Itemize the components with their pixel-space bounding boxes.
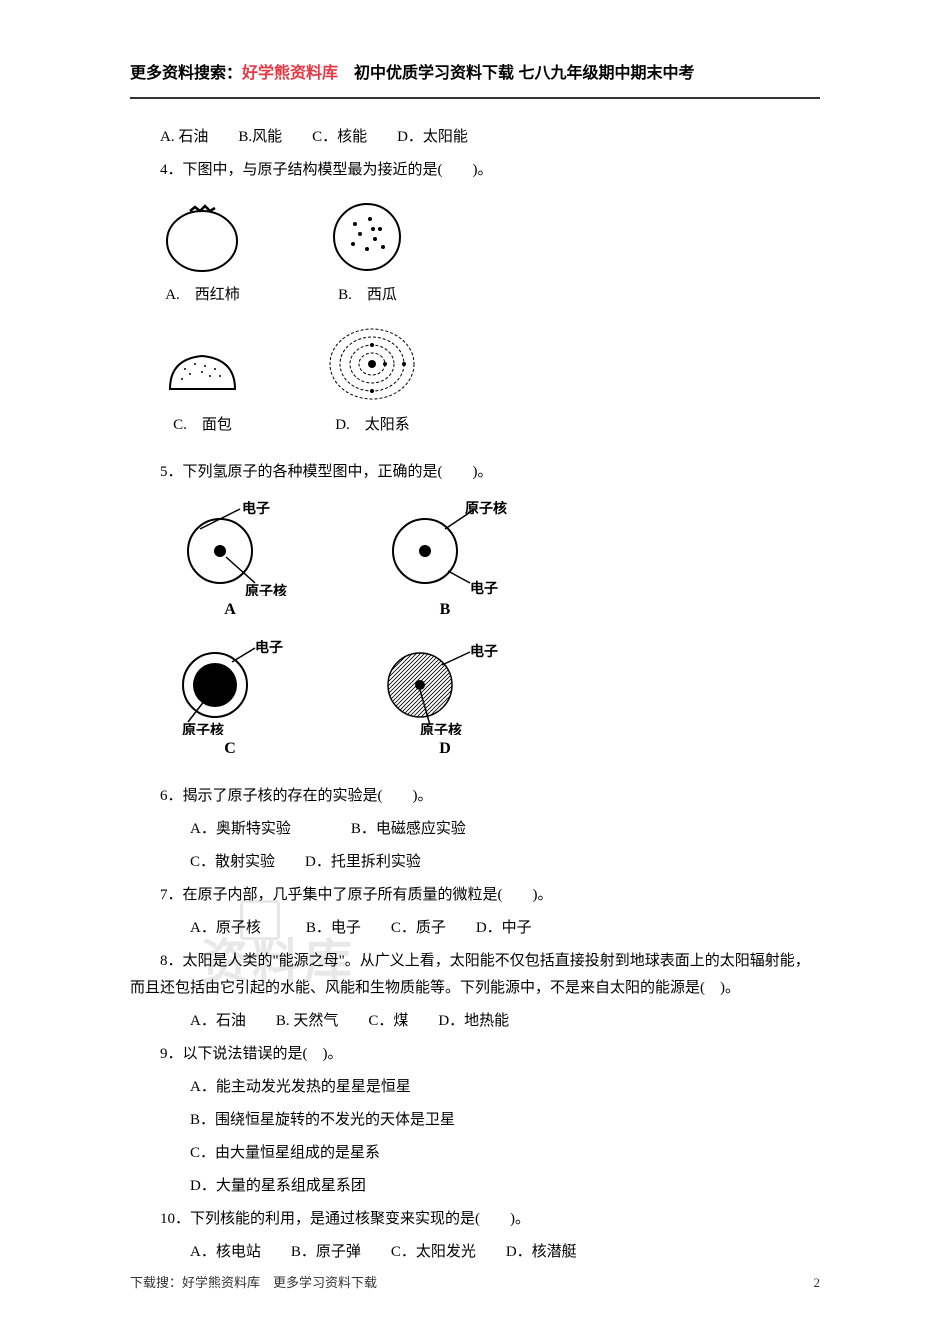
- q7-opts: A．原子核 B．电子 C．质子 D．中子: [130, 915, 820, 942]
- q6-text: 6．揭示了原子核的存在的实验是( )。: [130, 783, 820, 810]
- atom-b-label: B: [440, 596, 451, 625]
- footer-page-number: 2: [814, 1271, 821, 1294]
- atom-d: 电子 原子核 D: [370, 640, 520, 764]
- q10-text: 10．下列核能的利用，是通过核聚变来实现的是( )。: [130, 1206, 820, 1233]
- q6-cd: C．散射实验 D．托里拆利实验: [130, 849, 820, 876]
- figure-row-1: A. 西红柿 B. 西瓜: [160, 199, 820, 309]
- watermelon-icon: [325, 199, 410, 274]
- atom-a-label: A: [224, 596, 236, 625]
- atom-b: 原子核 电子 B: [370, 501, 520, 625]
- q9-d: D．大量的星系组成星系团: [130, 1173, 820, 1200]
- atom-b-icon: 原子核 电子: [370, 501, 520, 596]
- q5-text: 5．下列氢原子的各种模型图中，正确的是( )。: [130, 459, 820, 486]
- fig-b-label: B. 西瓜: [338, 282, 397, 309]
- atom-c-icon: 电子 原子核: [160, 640, 300, 735]
- footer-left: 下载搜：好学熊资料库 更多学习资料下载: [130, 1271, 377, 1294]
- atom-c-label: C: [224, 735, 236, 764]
- atom-row-1: 电子 原子核 A 原子核 电子 B: [160, 501, 820, 625]
- label-electron: 电子: [242, 501, 270, 517]
- header-suffix: 初中优质学习资料下载 七八九年级期中期末中考: [338, 65, 694, 82]
- q9-c: C．由大量恒星组成的是星系: [130, 1140, 820, 1167]
- atom-a: 电子 原子核 A: [160, 501, 300, 625]
- header-prefix: 更多资料搜索：: [130, 65, 242, 82]
- atom-d-icon: 电子 原子核: [370, 640, 520, 735]
- figure-row-2: C. 面包 D. 太阳系: [160, 324, 820, 439]
- q4-text: 4．下图中，与原子结构模型最为接近的是( )。: [130, 157, 820, 184]
- label-electron-d: 电子: [470, 643, 498, 660]
- label-electron-b: 电子: [470, 580, 498, 596]
- page-header: 更多资料搜索：好学熊资料库 初中优质学习资料下载 七八九年级期中期末中考: [130, 60, 820, 99]
- atom-row-2: 电子 原子核 C 电子 原子核 D: [160, 640, 820, 764]
- q6-ab: A．奥斯特实验 B．电磁感应实验: [130, 816, 820, 843]
- page-footer: 下载搜：好学熊资料库 更多学习资料下载 2: [130, 1271, 820, 1294]
- q9-text: 9．以下说法错误的是( )。: [130, 1041, 820, 1068]
- figure-c: C. 面包: [160, 344, 245, 439]
- header-brand: 好学熊资料库: [242, 65, 338, 82]
- q9-b: B．围绕恒星旋转的不发光的天体是卫星: [130, 1107, 820, 1134]
- figure-a: A. 西红柿: [160, 199, 245, 309]
- q8-opts: A．石油 B. 天然气 C．煤 D．地热能: [130, 1008, 820, 1035]
- fig-a-label: A. 西红柿: [165, 282, 240, 309]
- label-nucleus-d: 原子核: [420, 722, 462, 735]
- label-nucleus: 原子核: [245, 583, 287, 596]
- figure-d: D. 太阳系: [325, 324, 420, 439]
- q9-a: A．能主动发光发热的星星是恒星: [130, 1074, 820, 1101]
- q7-text: 7．在原子内部，几乎集中了原子所有质量的微粒是( )。: [130, 882, 820, 909]
- label-nucleus-c: 原子核: [182, 722, 224, 735]
- fig-c-label: C. 面包: [173, 412, 232, 439]
- q8-text: 8．太阳是人类的"能源之母"。从广义上看，太阳能不仅包括直接投射到地球表面上的太…: [130, 948, 820, 1002]
- atom-c: 电子 原子核 C: [160, 640, 300, 764]
- q3-options: A. 石油 B.风能 C．核能 D．太阳能: [130, 124, 820, 151]
- document-page: 更多资料搜索：好学熊资料库 初中优质学习资料下载 七八九年级期中期末中考 A. …: [0, 0, 950, 1312]
- atom-d-label: D: [439, 735, 451, 764]
- q10-opts: A．核电站 B．原子弹 C．太阳发光 D．核潜艇: [130, 1239, 820, 1266]
- solar-system-icon: [325, 324, 420, 404]
- tomato-icon: [160, 199, 245, 274]
- label-electron-c: 电子: [255, 640, 283, 656]
- fig-d-label: D. 太阳系: [335, 412, 410, 439]
- figure-b: B. 西瓜: [325, 199, 410, 309]
- atom-a-icon: 电子 原子核: [160, 501, 300, 596]
- bread-icon: [160, 344, 245, 404]
- label-nucleus-b: 原子核: [465, 501, 507, 517]
